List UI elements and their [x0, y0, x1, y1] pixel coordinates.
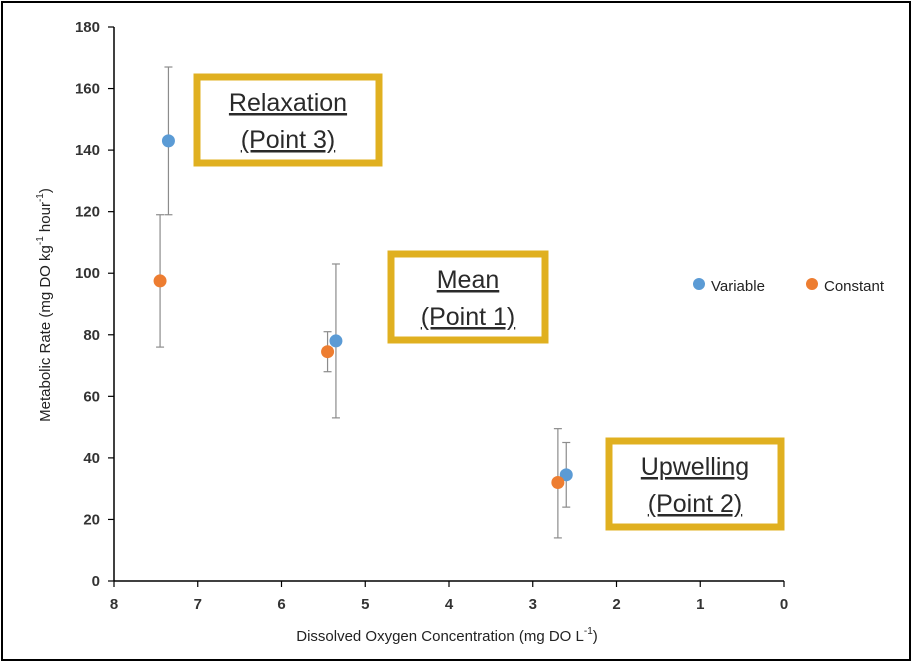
data-point-variable [329, 334, 343, 348]
legend-label: Constant [824, 278, 885, 295]
y-tick-group: 0 20 40 60 80 100 120 140 160 180 [75, 19, 114, 590]
y-tick-label: 40 [83, 450, 100, 467]
y-tick-label: 180 [75, 19, 100, 36]
annotation-title-mean: Mean [437, 266, 500, 294]
y-axis-title-sup-2: -1 [35, 193, 46, 202]
x-axis-title-text: Dissolved Oxygen Concentration (mg DO L [296, 628, 584, 645]
x-tick-label: 5 [361, 596, 369, 613]
y-axis-title-sup-1: -1 [35, 236, 46, 245]
data-point-constant [321, 345, 335, 359]
x-axis-title-end: ) [593, 628, 598, 645]
data-point-group [153, 134, 573, 490]
x-tick-label: 3 [529, 596, 537, 613]
y-tick-label: 100 [75, 265, 100, 282]
annotation-title-relaxation: Relaxation [229, 89, 347, 117]
y-axis-title-text: Metabolic Rate (mg DO kg [37, 245, 54, 422]
data-point-variable [161, 134, 175, 148]
x-tick-group: 8 7 6 5 4 3 2 1 0 [110, 581, 788, 613]
x-tick-label: 7 [194, 596, 202, 613]
data-point-constant [153, 274, 167, 288]
x-tick-label: 4 [445, 596, 454, 613]
annotation-subtitle-upwelling: (Point 2) [648, 490, 742, 518]
x-tick-label: 8 [110, 596, 118, 613]
y-axis-title-end: ) [37, 188, 54, 193]
annotation-subtitle-relaxation: (Point 3) [241, 126, 335, 154]
annotation-group: Relaxation (Point 3) Mean (Point 1) Upwellin… [193, 73, 785, 531]
data-point-constant [551, 476, 565, 490]
y-tick-label: 60 [83, 388, 100, 405]
legend: Variable Constant [693, 278, 885, 295]
data-point-variable [559, 468, 573, 482]
x-axis-title-superscript: -1 [584, 626, 593, 637]
legend-label: Variable [711, 278, 765, 295]
y-tick-label: 80 [83, 327, 100, 344]
annotation-subtitle-mean: (Point 1) [421, 303, 515, 331]
annotation-title-upwelling: Upwelling [641, 453, 749, 481]
x-tick-label: 6 [277, 596, 285, 613]
legend-marker [693, 278, 705, 290]
y-axis-title: Metabolic Rate (mg DO kg-1 hour-1) [35, 188, 54, 422]
x-tick-label: 2 [612, 596, 620, 613]
x-tick-label: 1 [696, 596, 704, 613]
y-tick-label: 160 [75, 81, 100, 98]
x-axis-title: Dissolved Oxygen Concentration (mg DO L-… [296, 626, 598, 645]
y-tick-label: 140 [75, 142, 100, 159]
x-tick-label: 0 [780, 596, 788, 613]
y-tick-label: 0 [92, 573, 100, 590]
annotation-box-mean [387, 250, 549, 344]
annotation-box-upwelling [605, 437, 785, 531]
y-tick-label: 20 [83, 511, 100, 528]
annotation-box-relaxation [193, 73, 383, 167]
y-tick-label: 120 [75, 204, 100, 221]
legend-marker [806, 278, 818, 290]
y-axis-title-hour: hour [37, 202, 54, 236]
